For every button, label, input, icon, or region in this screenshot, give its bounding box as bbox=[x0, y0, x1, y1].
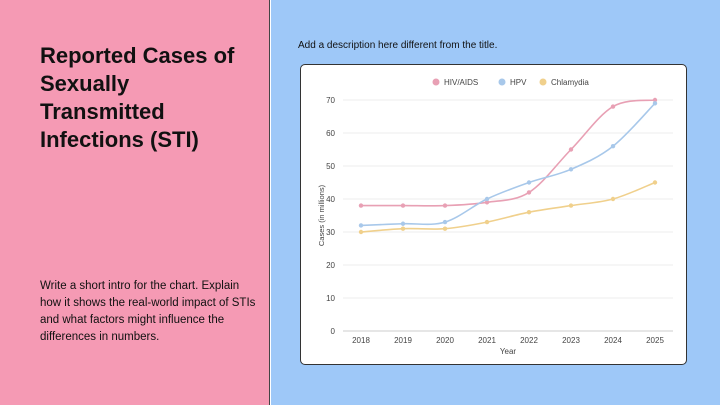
data-point bbox=[568, 203, 574, 208]
data-point bbox=[610, 196, 616, 202]
x-tick-label: 2021 bbox=[478, 336, 496, 345]
x-tick-label: 2019 bbox=[394, 336, 412, 345]
y-tick-label: 20 bbox=[326, 261, 335, 270]
data-point bbox=[400, 203, 406, 208]
x-tick-label: 2023 bbox=[562, 336, 580, 345]
y-tick-label: 30 bbox=[326, 228, 335, 237]
legend-label: HIV/AIDS bbox=[444, 78, 478, 87]
series-line-chlamydia bbox=[360, 181, 656, 233]
data-point bbox=[484, 200, 490, 205]
data-point bbox=[442, 226, 448, 231]
x-tick-label: 2018 bbox=[352, 336, 370, 345]
x-axis-label: Year bbox=[500, 347, 517, 356]
data-point bbox=[526, 180, 532, 185]
legend-label: Chlamydia bbox=[551, 78, 589, 87]
legend-marker bbox=[432, 78, 440, 86]
left-panel: Reported Cases of Sexually Transmitted I… bbox=[0, 0, 270, 405]
y-tick-label: 40 bbox=[326, 195, 335, 204]
data-point bbox=[652, 180, 658, 185]
data-point bbox=[526, 190, 532, 195]
data-point bbox=[358, 223, 364, 228]
legend-marker bbox=[539, 78, 547, 86]
y-tick-label: 10 bbox=[326, 294, 335, 303]
line-chart: 0 10 20 30 40 50 60 70 2018 2019 2020 2021 2022 2023 2… bbox=[317, 78, 673, 356]
y-tick-label: 50 bbox=[326, 162, 335, 171]
data-point bbox=[358, 203, 364, 208]
data-point bbox=[526, 210, 532, 215]
chart-description: Add a description here different from th… bbox=[298, 40, 498, 51]
x-tick-label: 2022 bbox=[520, 336, 538, 345]
y-tick-label: 70 bbox=[326, 96, 335, 105]
series-line-hiv-aids bbox=[361, 99, 656, 207]
x-tick-label: 2024 bbox=[604, 336, 622, 345]
data-point bbox=[358, 229, 364, 235]
data-point bbox=[400, 226, 406, 231]
data-point bbox=[484, 219, 490, 225]
data-point bbox=[442, 219, 448, 225]
x-tick-label: 2025 bbox=[646, 336, 664, 345]
data-point bbox=[568, 167, 574, 172]
data-point bbox=[652, 101, 658, 106]
y-axis-label: Cases (in millions) bbox=[317, 184, 326, 246]
data-point bbox=[400, 221, 406, 226]
y-tick-label: 0 bbox=[331, 327, 336, 336]
intro-text: Write a short intro for the chart. Expla… bbox=[40, 280, 256, 343]
y-tick-label: 60 bbox=[326, 129, 335, 138]
data-point bbox=[442, 203, 448, 208]
legend-marker bbox=[498, 78, 506, 86]
legend-label: HPV bbox=[510, 78, 527, 87]
data-point bbox=[652, 97, 658, 103]
chart-card: 0 10 20 30 40 50 60 70 2018 2019 2020 2021 2022 2023 2… bbox=[300, 64, 687, 365]
series-line-hpv bbox=[360, 102, 656, 227]
data-point bbox=[610, 104, 616, 109]
data-point bbox=[568, 147, 574, 152]
page-title: Reported Cases of Sexually Transmitted I… bbox=[40, 43, 235, 152]
data-point bbox=[610, 144, 616, 149]
x-tick-label: 2020 bbox=[436, 336, 454, 345]
data-point bbox=[484, 196, 490, 202]
